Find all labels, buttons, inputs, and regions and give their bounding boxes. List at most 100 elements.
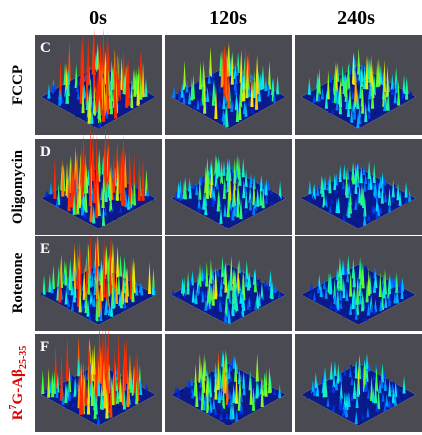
- surface-spike: [206, 106, 211, 108]
- surface-spike: [345, 179, 349, 198]
- surface-spike: [122, 256, 127, 279]
- surface-spike: [104, 154, 108, 201]
- surface-spike: [331, 95, 335, 103]
- surface-spike: [235, 154, 239, 176]
- surface-spike: [358, 274, 362, 297]
- surface-spike: [94, 352, 98, 403]
- surface-spike: [78, 177, 82, 209]
- surface-spike: [395, 272, 399, 293]
- surface-spike: [233, 291, 237, 313]
- surface-spike: [314, 102, 318, 104]
- surface-spike: [307, 77, 311, 95]
- surface-spike: [394, 380, 398, 398]
- surface-spike: [387, 278, 391, 299]
- surface-spike: [189, 284, 193, 289]
- surface-spike: [344, 405, 349, 418]
- surface-spike: [55, 386, 59, 398]
- surface-spike: [92, 27, 96, 99]
- surface-spike: [363, 64, 367, 81]
- surface-spike: [132, 392, 136, 397]
- surface-spike: [366, 389, 371, 399]
- surface-spike: [268, 93, 272, 99]
- surface-spike: [66, 297, 71, 308]
- surface-spike: [306, 396, 310, 399]
- surface-spike: [263, 279, 268, 287]
- surface-spike: [189, 278, 193, 287]
- surface-spike: [356, 161, 360, 184]
- surface-spike: [111, 201, 116, 203]
- surface-spike: [216, 359, 220, 391]
- surface-spike: [328, 305, 332, 310]
- surface-spike: [124, 268, 129, 303]
- surface-spike: [368, 86, 372, 100]
- surface-spike: [59, 352, 64, 401]
- surface-spike: [372, 307, 377, 314]
- surface-spike: [362, 70, 367, 89]
- surface-spike: [341, 64, 345, 87]
- column-header: 120s: [209, 7, 247, 29]
- surface-spike: [68, 366, 72, 392]
- surface-spike: [227, 365, 231, 380]
- surface-spike: [40, 291, 44, 296]
- surface-spike: [90, 79, 94, 83]
- surface-spike: [365, 109, 369, 113]
- surface-spike: [221, 384, 226, 409]
- surface-spike: [376, 108, 380, 110]
- surface-spike: [223, 408, 227, 412]
- surface-spike: [228, 421, 232, 423]
- surface-spike: [234, 371, 239, 404]
- surface-spike: [198, 353, 202, 383]
- surface-spike: [224, 348, 228, 374]
- surface-spike: [252, 203, 256, 215]
- surface-spike: [231, 209, 235, 221]
- surface-spike: [224, 262, 228, 293]
- surface-spike: [237, 383, 241, 411]
- surface-spike: [87, 270, 91, 295]
- surface-spike: [204, 288, 208, 290]
- surface-spike: [206, 285, 210, 310]
- surface-spike: [367, 109, 371, 119]
- surface-spike: [371, 387, 376, 403]
- surface-spike: [369, 173, 373, 190]
- surface-spike: [256, 280, 260, 286]
- surface-spike: [197, 196, 201, 209]
- surface-spike: [66, 285, 70, 296]
- surface-spike: [356, 113, 360, 129]
- row-label: FCCP: [10, 65, 26, 105]
- surface-spike: [344, 198, 348, 201]
- surface-spike: [377, 387, 381, 410]
- surface-spike: [194, 303, 198, 308]
- surface-spike: [238, 92, 242, 121]
- surface-spike: [355, 283, 359, 305]
- surface-spike: [83, 169, 88, 194]
- surface-spike: [195, 201, 199, 205]
- surface-spike: [201, 80, 205, 106]
- surface-spike: [101, 75, 106, 122]
- surface-spike: [241, 158, 245, 178]
- surface-spike: [216, 83, 220, 88]
- surface-spike: [242, 69, 246, 102]
- surface-spike: [41, 369, 45, 395]
- surface-spike: [317, 67, 321, 95]
- surface-spike: [334, 306, 338, 313]
- surface-spike: [90, 379, 94, 407]
- surface-spike: [316, 283, 321, 294]
- surface-spike: [315, 79, 319, 102]
- surface-spike: [249, 376, 253, 405]
- surface-spike: [102, 373, 107, 409]
- label-part: R: [10, 409, 26, 420]
- surface-spike: [58, 261, 62, 303]
- surface-spike: [206, 208, 210, 212]
- surface-spike: [101, 180, 105, 208]
- surface-spike: [244, 184, 248, 195]
- surface-spike: [381, 212, 386, 215]
- surface-spike: [240, 404, 244, 414]
- surface-spike: [58, 58, 63, 103]
- surface-spike: [231, 171, 235, 177]
- surface-spike: [237, 87, 241, 92]
- surface-spike: [129, 254, 133, 300]
- surface-spike: [226, 278, 230, 299]
- surface-spike: [359, 166, 363, 184]
- surface-spike: [117, 271, 121, 295]
- surface-spike: [278, 180, 282, 199]
